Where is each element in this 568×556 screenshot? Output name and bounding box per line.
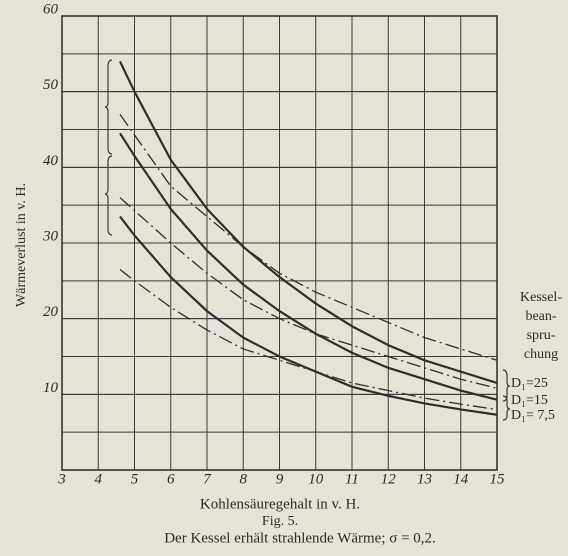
series-line xyxy=(119,197,498,389)
x-tick-label: 7 xyxy=(203,471,212,487)
figure-label: Fig. 5. xyxy=(262,514,298,529)
legend-label: D₁=15 xyxy=(511,393,548,408)
legend-title: chung xyxy=(524,347,558,362)
x-tick-label: 15 xyxy=(490,471,506,487)
legend-label: D₁=25 xyxy=(511,376,548,391)
y-tick-label: 50 xyxy=(43,77,59,93)
x-tick-label: 5 xyxy=(131,471,139,487)
series-line xyxy=(119,113,498,361)
x-tick-label: 6 xyxy=(167,471,175,487)
caption: Der Kessel erhält strahlende Wärme; σ = … xyxy=(164,530,436,546)
y-tick-label: 10 xyxy=(43,380,59,396)
y-tick-label: 40 xyxy=(43,153,59,169)
legend-title: bean- xyxy=(525,309,556,324)
plot-frame xyxy=(61,15,498,471)
x-axis-label: Kohlensäuregehalt in v. H. xyxy=(200,496,360,512)
y-tick-label: 30 xyxy=(42,228,59,244)
x-tick-label: 11 xyxy=(345,471,359,487)
series-line xyxy=(119,215,498,416)
x-tick-label: 12 xyxy=(381,471,397,487)
x-tick-label: 10 xyxy=(308,471,324,487)
series-line xyxy=(119,132,498,401)
legend-label: D₁= 7,5 xyxy=(511,408,555,423)
x-tick-label: 3 xyxy=(57,471,66,487)
series-line xyxy=(119,60,498,385)
braces xyxy=(104,59,511,421)
x-tick-label: 9 xyxy=(276,471,284,487)
x-tick-label: 8 xyxy=(240,471,248,487)
y-axis-label: Wärmeverlust in v. H. xyxy=(14,183,29,307)
legend-title: Kessel- xyxy=(520,290,562,305)
legend-title: spru- xyxy=(527,328,556,343)
x-tick-label: 4 xyxy=(95,471,103,487)
y-tick-label: 60 xyxy=(43,1,59,17)
y-tick-label: 20 xyxy=(43,304,59,320)
x-tick-label: 13 xyxy=(417,471,432,487)
x-tick-label: 14 xyxy=(453,471,469,487)
series-line xyxy=(119,268,498,411)
